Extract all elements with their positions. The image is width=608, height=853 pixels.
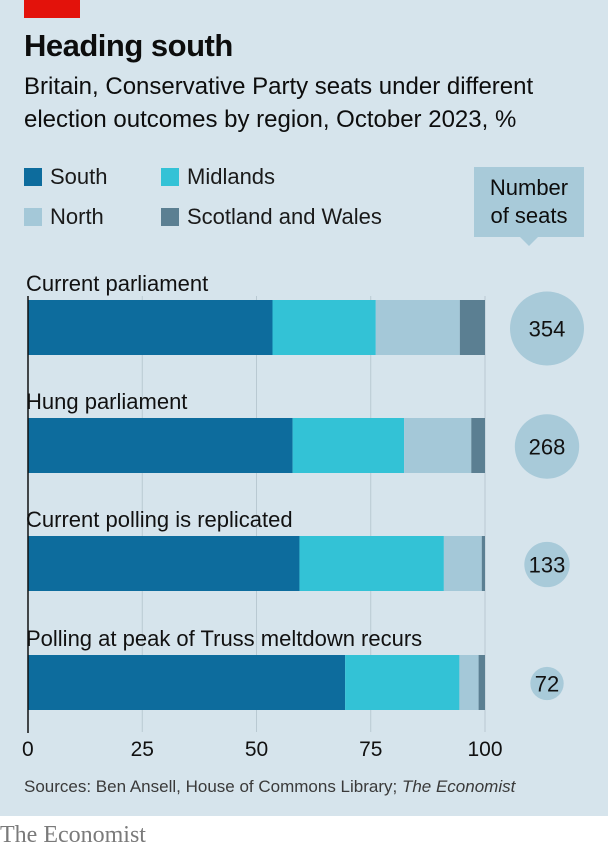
bar-segment-south-0	[28, 300, 273, 355]
stacked-bar-chart: Current parliament 354 Hung parliament 268 C…	[22, 271, 584, 761]
seats-value-3: 72	[535, 672, 559, 697]
legend-item-scotland-wales: Scotland and Wales	[161, 204, 382, 230]
brand-wordmark: The Economist	[0, 822, 146, 848]
legend-item-north: North	[24, 204, 104, 230]
bar-segment-midlands-1	[292, 418, 405, 473]
bar-label-1: Hung parliament	[26, 389, 187, 414]
bar-segment-scotland_wales-2	[481, 536, 485, 591]
bar-segment-scotland_wales-1	[471, 418, 485, 473]
legend-swatch-midlands	[161, 168, 179, 186]
bar-label-3: Polling at peak of Truss meltdown recurs	[26, 626, 422, 651]
x-tick-label-0: 0	[22, 738, 34, 761]
legend-label-south: South	[50, 164, 108, 189]
chart-title: Heading south	[24, 28, 233, 63]
legend-swatch-south	[24, 168, 42, 186]
bar-segment-midlands-2	[299, 536, 444, 591]
source-note: Sources: Ben Ansell, House of Commons Li…	[24, 777, 515, 797]
x-tick-label-75: 75	[359, 738, 382, 761]
legend-label-midlands: Midlands	[187, 164, 276, 189]
bar-segment-south-1	[28, 418, 293, 473]
bar-segment-north-2	[443, 536, 482, 591]
chart-subtitle: Britain, Conservative Party seats under …	[24, 73, 534, 133]
source-italic: The Economist	[401, 777, 516, 796]
legend-swatch-north	[24, 208, 42, 226]
bar-segment-north-1	[404, 418, 472, 473]
legend-item-midlands: Midlands	[161, 164, 275, 190]
bar-segment-midlands-0	[272, 300, 376, 355]
seats-label-line1: Number	[489, 175, 569, 200]
legend-swatch-scotland-wales	[161, 208, 179, 226]
bar-label-2: Current polling is replicated	[26, 507, 293, 532]
seats-bubble-2	[524, 541, 570, 588]
x-tick-label-100: 100	[467, 738, 502, 761]
source-prefix: Sources: Ben Ansell, House of Commons Li…	[24, 777, 402, 796]
bar-segment-midlands-3	[345, 655, 460, 710]
seats-value-1: 268	[529, 435, 566, 460]
bar-segment-scotland_wales-0	[459, 300, 485, 355]
seats-bubble-3	[530, 666, 564, 701]
bar-segment-south-2	[28, 536, 300, 591]
bar-segment-north-0	[375, 300, 460, 355]
brand-red-tab	[24, 0, 80, 18]
x-tick-label-50: 50	[245, 738, 268, 761]
seats-value-0: 354	[529, 317, 566, 342]
seats-bubble-1	[514, 414, 580, 479]
legend-label-north: North	[50, 204, 104, 229]
bar-segment-south-3	[28, 655, 346, 710]
x-tick-label-25: 25	[131, 738, 154, 761]
legend-item-south: South	[24, 164, 108, 190]
seats-bubble-0	[510, 291, 584, 366]
seats-value-2: 133	[529, 553, 566, 578]
bar-segment-north-3	[459, 655, 479, 710]
number-of-seats-label: Number of seats	[474, 167, 584, 246]
seats-label-line2: of seats	[490, 203, 568, 228]
bar-segment-scotland_wales-3	[478, 655, 485, 710]
legend-label-scotland-wales: Scotland and Wales	[187, 204, 382, 229]
bar-label-0: Current parliament	[26, 271, 208, 296]
